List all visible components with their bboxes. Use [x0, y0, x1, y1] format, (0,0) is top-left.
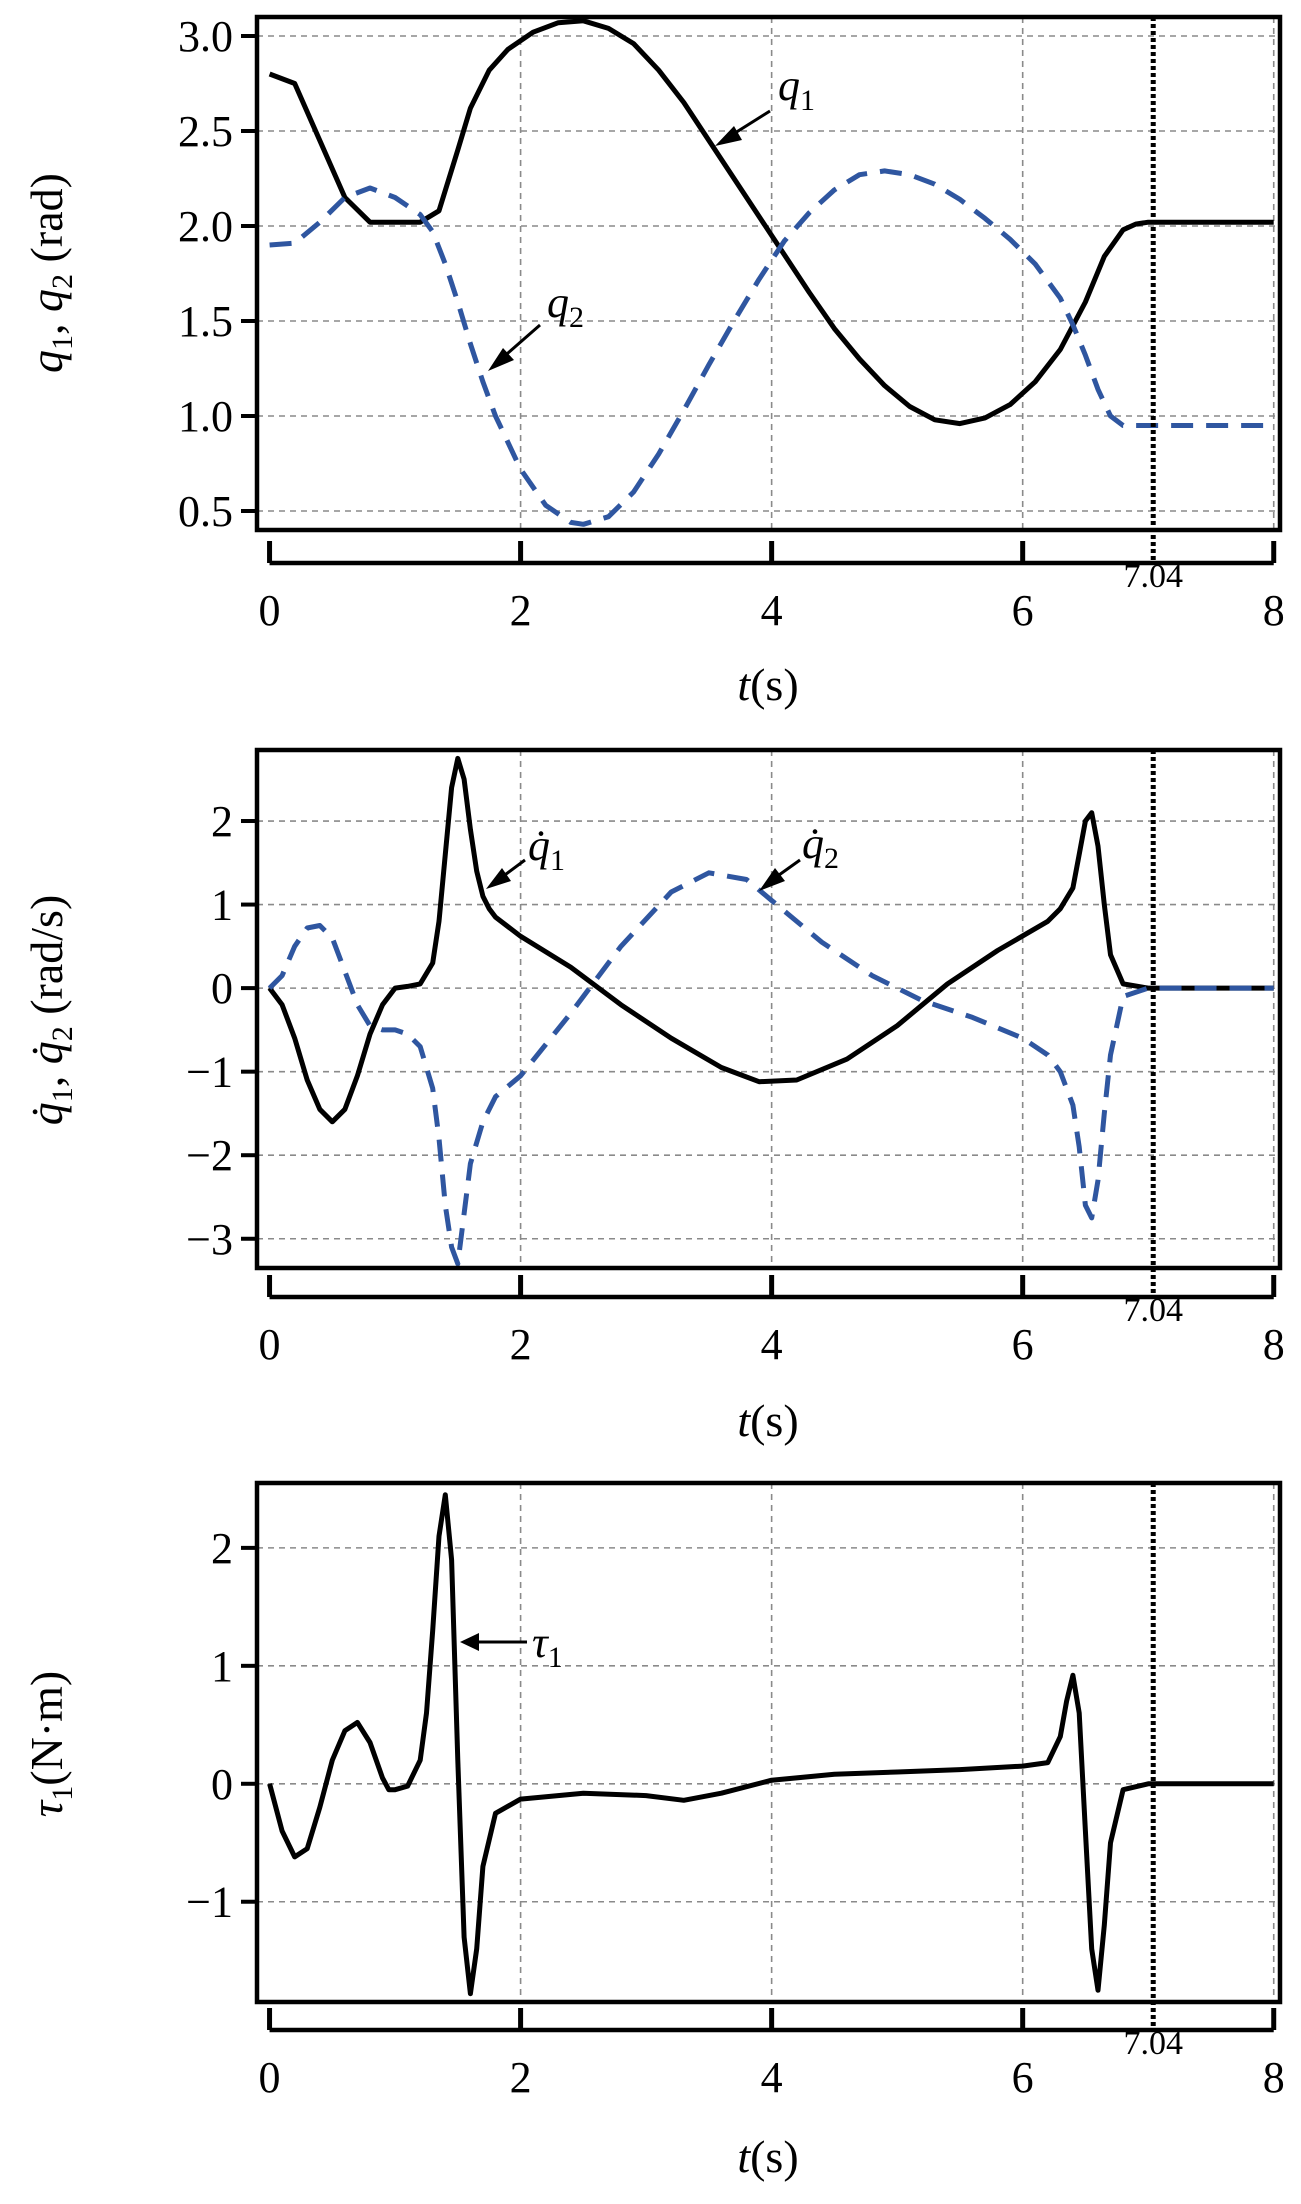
x-tick-label: 6	[1012, 1320, 1034, 1369]
panel-tau-xaxis: 0 2 4 6 8	[259, 2008, 1285, 2102]
annotation-q1dot: q̇1	[486, 821, 565, 889]
panel-q-marker: 7.04	[1123, 17, 1183, 595]
annotation-q2: q2	[488, 278, 584, 371]
panel-qdot-ylabel: q̇1, q̇2 (rad/s)	[21, 895, 79, 1126]
y-tick-label: 2.0	[178, 202, 233, 251]
series-line-tau1	[267, 1492, 1274, 1997]
series-line-q1dot	[267, 755, 1274, 1125]
marker-label: 7.04	[1123, 1292, 1183, 1329]
x-tick-label: 6	[1012, 586, 1034, 635]
annotation-tau1-label: τ1	[532, 1618, 563, 1674]
panel-tau-yticks: −1 0 1 2	[186, 1524, 257, 1927]
panel-qdot-xaxis: 0 2 4 6 8	[259, 1275, 1285, 1369]
panel-tau-plot-frame	[254, 1480, 1283, 2005]
annotation-q2-arrowhead	[488, 348, 514, 371]
panel-qdot-grid	[257, 750, 1280, 1268]
panel-q-xlabel: t(s)	[737, 659, 798, 710]
y-tick-label: −1	[186, 1048, 233, 1097]
x-tick-label: 2	[510, 1320, 532, 1369]
y-tick-label: 2.5	[178, 107, 233, 156]
panel-tau-grid	[257, 1483, 1280, 2002]
y-tick-label: 1	[211, 881, 233, 930]
panel-tau-series	[267, 1492, 1274, 1997]
annotation-q2dot: q̇2	[759, 819, 839, 891]
x-tick-label: 2	[510, 2053, 532, 2102]
annotation-q2dot-label: q̇2	[802, 819, 839, 875]
annotation-q2-label: q2	[547, 278, 584, 334]
panel-tau-ylabel: τ1(N·m)	[21, 1671, 79, 1817]
panel-q-grid	[257, 17, 1280, 530]
x-tick-label: 8	[1263, 2053, 1285, 2102]
y-tick-label: −1	[186, 1878, 233, 1927]
panel-q-plot-frame	[254, 14, 1283, 533]
series-line-q2dot	[267, 870, 1274, 1267]
x-tick-label: 4	[761, 1320, 783, 1369]
x-tick-label: 2	[510, 586, 532, 635]
panel-q-ylabel: q1, q2 (rad)	[21, 173, 79, 373]
panel-q: 0.5 1.0 1.5 2.0 2.5 3.0 0 2 4 6 8 7.04 q1, q2 (ra…	[21, 12, 1285, 710]
y-tick-label: 1.0	[178, 392, 233, 441]
panel-tau: −1 0 1 2 0 2 4 6 8 7.04 τ1(N·m) t(s) τ1	[21, 1480, 1285, 2182]
panel-qdot: −3 −2 −1 0 1 2 0 2 4 6 8 7.04 q̇1, q̇2 (rad/s) t(…	[21, 747, 1285, 1446]
panel-qdot-marker: 7.04	[1123, 750, 1183, 1329]
y-tick-label: 0.5	[178, 487, 233, 536]
x-tick-label: 6	[1012, 2053, 1034, 2102]
y-tick-label: 3.0	[178, 12, 233, 61]
y-tick-label: 0	[211, 1760, 233, 1809]
annotation-q1-label: q1	[778, 61, 815, 117]
y-tick-label: 1	[211, 1642, 233, 1691]
y-tick-label: −3	[186, 1215, 233, 1264]
x-tick-label: 4	[761, 586, 783, 635]
y-tick-label: 2	[211, 1524, 233, 1573]
panel-tau-xlabel: t(s)	[737, 2131, 798, 2182]
annotation-q1-arrowhead	[715, 126, 742, 146]
annotation-q2dot-arrowhead	[759, 868, 785, 891]
series-line-q2	[269, 168, 1274, 527]
y-tick-label: 0	[211, 964, 233, 1013]
panel-q-yticks: 0.5 1.0 1.5 2.0 2.5 3.0	[178, 12, 257, 536]
x-tick-label: 0	[259, 2053, 281, 2102]
x-tick-label: 8	[1263, 586, 1285, 635]
marker-label: 7.04	[1123, 558, 1183, 595]
panel-qdot-yticks: −3 −2 −1 0 1 2	[186, 797, 257, 1264]
annotation-tau1: τ1	[460, 1618, 563, 1674]
panel-q-series	[268, 18, 1274, 527]
annotation-q1dot-label: q̇1	[528, 821, 565, 877]
marker-label: 7.04	[1123, 2025, 1183, 2062]
y-tick-label: 1.5	[178, 297, 233, 346]
y-tick-label: −2	[186, 1131, 233, 1180]
x-tick-label: 0	[259, 1320, 281, 1369]
series-line-q1	[268, 18, 1274, 427]
panel-qdot-xlabel: t(s)	[737, 1395, 798, 1446]
panel-tau-marker: 7.04	[1123, 1483, 1183, 2062]
annotation-q1: q1	[715, 61, 815, 146]
y-tick-label: 2	[211, 797, 233, 846]
annotation-q1dot-arrowhead	[486, 868, 511, 889]
x-tick-label: 8	[1263, 1320, 1285, 1369]
x-tick-label: 4	[761, 2053, 783, 2102]
panel-qdot-plot-frame	[254, 747, 1283, 1271]
x-tick-label: 0	[259, 586, 281, 635]
panel-q-xaxis: 0 2 4 6 8	[259, 541, 1285, 635]
panel-qdot-series	[267, 755, 1274, 1267]
annotation-tau1-arrowhead	[460, 1633, 479, 1651]
